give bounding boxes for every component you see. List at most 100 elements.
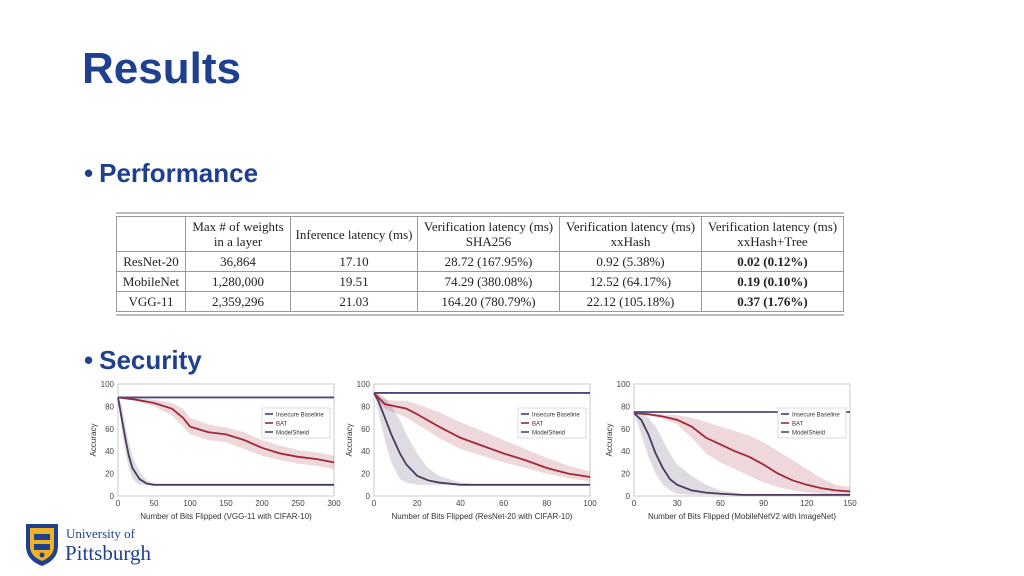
table-header-cell (116, 216, 186, 252)
x-tick-label: 60 (499, 499, 508, 508)
x-tick-label: 90 (759, 499, 768, 508)
x-tick-label: 40 (456, 499, 465, 508)
legend-box (261, 407, 331, 439)
performance-table: Max # of weights in a layer Inference lat… (116, 212, 844, 316)
table-header-row: Max # of weights in a layer Inference lat… (116, 216, 844, 252)
x-axis-label: Number of Bits Flipped (ResNet-20 with C… (392, 512, 573, 521)
y-tick-label: 40 (621, 447, 630, 456)
y-tick-label: 80 (105, 402, 114, 411)
table-cell: 0.37 (1.76%) (701, 291, 844, 312)
legend-entry: Insecure Baseline (792, 413, 840, 419)
x-tick-label: 50 (150, 499, 159, 508)
logo-line2: Pittsburgh (65, 541, 151, 565)
bullet-performance-label: Performance (99, 158, 259, 188)
legend-entry: BAT (276, 422, 288, 428)
table-row: VGG-11 2,359,296 21.03 164.20 (780.79%) … (116, 291, 844, 312)
x-axis-label: Number of Bits Flipped (VGG-11 with CIFA… (140, 512, 312, 521)
table-header-cell: Verification latency (ms) xxHash+Tree (701, 216, 844, 252)
x-tick-label: 250 (291, 499, 305, 508)
shield-icon (26, 524, 58, 566)
table-cell: 0.92 (5.38%) (559, 251, 702, 272)
slide-title: Results (82, 44, 241, 93)
legend-box (777, 407, 847, 439)
table-cell: ResNet-20 (116, 251, 186, 272)
x-tick-label: 150 (843, 499, 857, 508)
chart-mobilenetv2-svg: 0 20 40 60 80 100 0 30 60 90 120 150 Number of Bits … (605, 380, 857, 521)
table-cell: 0.19 (0.10%) (701, 271, 844, 292)
table-cell: 1,280,000 (185, 271, 291, 292)
y-tick-label: 20 (105, 470, 114, 479)
y-tick-label: 80 (361, 402, 370, 411)
x-tick-label: 120 (800, 499, 814, 508)
series-band (118, 397, 334, 485)
chart-mobilenetv2: 0 20 40 60 80 100 0 30 60 90 120 150 Number of Bits … (602, 376, 864, 531)
table-cell: 17.10 (290, 251, 418, 272)
y-tick-label: 0 (626, 492, 631, 501)
table-row: ResNet-20 36,864 17.10 28.72 (167.95%) 0… (116, 251, 844, 272)
legend-entry: BAT (792, 422, 804, 428)
plot-area (633, 383, 851, 497)
y-tick-label: 20 (361, 470, 370, 479)
chart-vgg11-svg: 0 20 40 60 80 100 0 50 100 150 200 250 300 Number of … (89, 380, 341, 521)
table-cell: 164.20 (780.79%) (417, 291, 560, 312)
table-row: MobileNet 1,280,000 19.51 74.29 (380.08%… (116, 271, 844, 292)
bullet-security-label: Security (99, 345, 202, 375)
table-cell: 22.12 (105.18%) (559, 291, 702, 312)
table-cell: 19.51 (290, 271, 418, 292)
x-axis-label: Number of Bits Flipped (MobileNetV2 with… (648, 512, 836, 521)
table-cell: 28.72 (167.95%) (417, 251, 560, 272)
table-cell: 12.52 (64.17%) (559, 271, 702, 292)
y-tick-label: 40 (105, 447, 114, 456)
legend-entry: ModelShield (792, 431, 825, 437)
bullet-performance: • Performance (84, 158, 258, 189)
y-tick-label: 0 (366, 492, 371, 501)
x-tick-label: 20 (413, 499, 422, 508)
y-tick-label: 100 (357, 380, 371, 389)
y-axis-label: Accuracy (89, 424, 98, 457)
x-tick-label: 100 (583, 499, 597, 508)
y-tick-label: 60 (361, 425, 370, 434)
series-line (373, 392, 590, 486)
table-cell: 0.02 (0.12%) (701, 251, 844, 272)
legend-box (517, 407, 587, 439)
table-cell: 74.29 (380.08%) (417, 271, 560, 292)
table-header-cell: Verification latency (ms) xxHash (559, 216, 702, 252)
y-tick-label: 40 (361, 447, 370, 456)
pitt-logo-svg: University of Pittsburgh (26, 524, 151, 566)
table-cell: VGG-11 (116, 291, 186, 312)
y-axis-label: Accuracy (345, 424, 354, 457)
x-tick-label: 0 (116, 499, 121, 508)
bullet-dot: • (84, 345, 94, 375)
series-band (634, 413, 850, 495)
table-header-cell: Max # of weights in a layer (185, 216, 291, 252)
series-band (118, 397, 334, 470)
chart-resnet20-svg: 0 20 40 60 80 100 0 20 40 60 80 100 Number of Bits F… (345, 380, 597, 521)
x-tick-label: 80 (542, 499, 551, 508)
x-tick-label: 30 (673, 499, 682, 508)
y-tick-label: 80 (621, 402, 630, 411)
table-cell: MobileNet (116, 271, 186, 292)
table-cell: 21.03 (290, 291, 418, 312)
x-tick-label: 300 (327, 499, 341, 508)
university-logo: University of Pittsburgh (24, 520, 164, 568)
series-band (374, 392, 590, 482)
table-header-cell: Inference latency (ms) (290, 216, 418, 252)
legend-entry: BAT (532, 422, 544, 428)
series-line (373, 392, 591, 478)
logo-line1: University of (66, 526, 136, 541)
table-header-cell: Verification latency (ms) SHA256 (417, 216, 560, 252)
series-line (633, 412, 851, 493)
chart-vgg11: 0 20 40 60 80 100 0 50 100 150 200 250 300 Number of … (86, 376, 348, 531)
series-line (117, 397, 334, 486)
bullet-security: • Security (84, 345, 202, 376)
y-tick-label: 100 (101, 380, 115, 389)
x-tick-label: 150 (219, 499, 233, 508)
legend-entry: ModelShield (276, 431, 309, 437)
chart-resnet20: 0 20 40 60 80 100 0 20 40 60 80 100 Number of Bits F… (342, 376, 604, 531)
legend-entry: Insecure Baseline (532, 413, 580, 419)
x-tick-label: 60 (716, 499, 725, 508)
table-cell: 36,864 (185, 251, 291, 272)
series-line (117, 396, 335, 464)
y-tick-label: 0 (110, 492, 115, 501)
series-line (633, 412, 850, 496)
